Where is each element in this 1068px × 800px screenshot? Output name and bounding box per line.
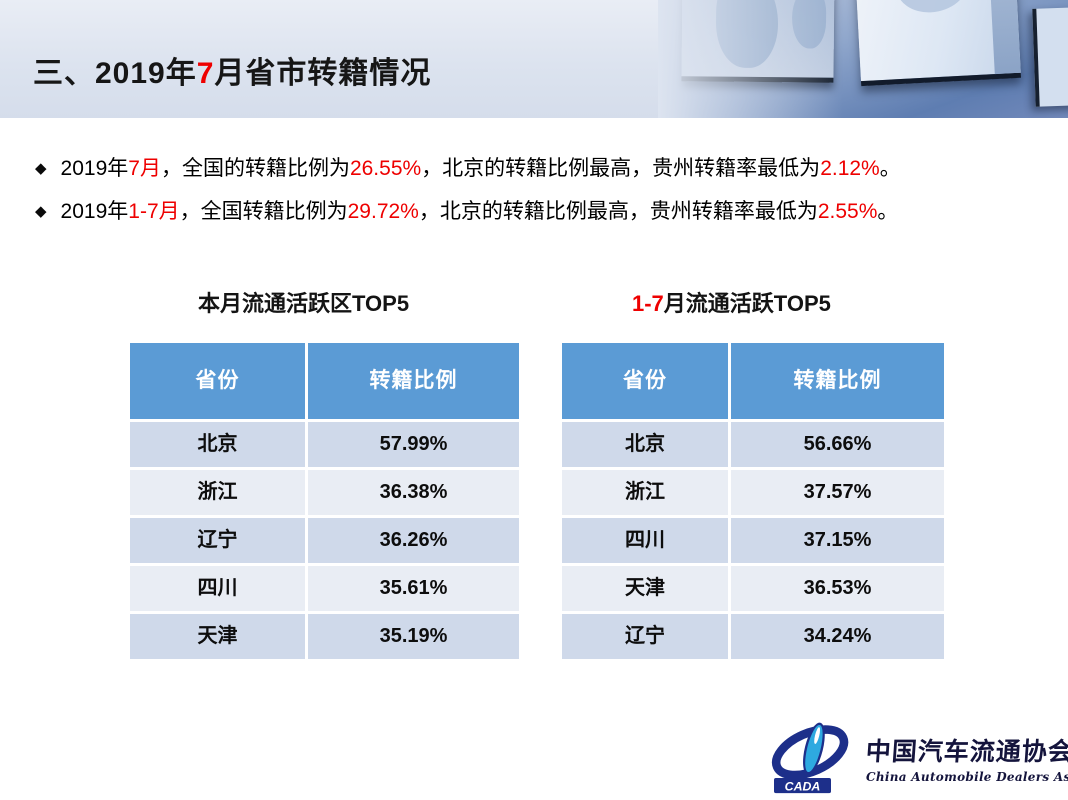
table-title-cumulative: 1-7月流通活跃TOP5	[632, 291, 831, 316]
table-row: 四川 35.61%	[130, 566, 519, 611]
ratio-cell: 36.26%	[308, 518, 519, 563]
table-row: 北京 56.66%	[562, 422, 944, 467]
province-cell: 北京	[130, 422, 305, 467]
province-cell: 辽宁	[562, 614, 728, 659]
cada-logo: CADA 中国汽车流通协会 China Automobile Dealers A…	[766, 720, 1068, 796]
ratio-cell: 57.99%	[308, 422, 519, 467]
header-banner	[0, 0, 1068, 118]
cubes-photo-decoration	[658, 0, 1068, 118]
province-cell: 浙江	[562, 470, 728, 515]
table-row: 天津 36.53%	[562, 566, 944, 611]
bullet-text: 2019年1-7月，全国转籍比例为29.72%，北京的转籍比例最高，贵州转籍率最…	[60, 200, 899, 223]
logo-name-en: China Automobile Dealers Association	[866, 770, 1068, 784]
column-header-province: 省份	[562, 343, 728, 419]
ratio-cell: 35.61%	[308, 566, 519, 611]
bullet-point-monthly: ◆ 2019年7月，全国的转籍比例为26.55%，北京的转籍比例最高，贵州转籍率最…	[35, 152, 901, 182]
ratio-cell: 34.24%	[731, 614, 944, 659]
table-row: 辽宁 34.24%	[562, 614, 944, 659]
top5-table-cumulative: 省份 转籍比例 北京 56.66% 浙江 37.57% 四川 37.15% 天津…	[562, 343, 944, 659]
cada-acronym: CADA	[785, 779, 821, 793]
column-header-ratio: 转籍比例	[731, 343, 944, 419]
table-header-row: 省份 转籍比例	[562, 343, 944, 419]
column-header-ratio: 转籍比例	[308, 343, 519, 419]
page-title: 三、2019年7月省市转籍情况	[33, 57, 432, 90]
table-title-monthly: 本月流通活跃区TOP5	[198, 291, 410, 316]
table-row: 四川 37.15%	[562, 518, 944, 563]
ratio-cell: 56.66%	[731, 422, 944, 467]
province-cell: 辽宁	[130, 518, 305, 563]
column-header-province: 省份	[130, 343, 305, 419]
logo-name-cn: 中国汽车流通协会	[864, 737, 1068, 766]
table-row: 北京 57.99%	[130, 422, 519, 467]
table-row: 天津 35.19%	[130, 614, 519, 659]
table-row: 辽宁 36.26%	[130, 518, 519, 563]
top5-table-monthly: 省份 转籍比例 北京 57.99% 浙江 36.38% 辽宁 36.26% 四川…	[130, 343, 519, 659]
photo-fade-overlay	[658, 0, 1068, 118]
province-cell: 浙江	[130, 470, 305, 515]
province-cell: 北京	[562, 422, 728, 467]
ratio-cell: 36.53%	[731, 566, 944, 611]
province-cell: 四川	[562, 518, 728, 563]
table-row: 浙江 37.57%	[562, 470, 944, 515]
ratio-cell: 37.57%	[731, 470, 944, 515]
table-header-row: 省份 转籍比例	[130, 343, 519, 419]
province-cell: 天津	[562, 566, 728, 611]
cada-logo-mark-icon: CADA	[771, 722, 849, 793]
ratio-cell: 35.19%	[308, 614, 519, 659]
ratio-cell: 36.38%	[308, 470, 519, 515]
diamond-bullet-icon: ◆	[35, 203, 47, 220]
table-row: 浙江 36.38%	[130, 470, 519, 515]
province-cell: 四川	[130, 566, 305, 611]
province-cell: 天津	[130, 614, 305, 659]
ratio-cell: 37.15%	[731, 518, 944, 563]
diamond-bullet-icon: ◆	[35, 160, 47, 177]
bullet-text: 2019年7月，全国的转籍比例为26.55%，北京的转籍比例最高，贵州转籍率最低…	[60, 157, 901, 180]
bullet-point-cumulative: ◆ 2019年1-7月，全国转籍比例为29.72%，北京的转籍比例最高，贵州转籍率…	[35, 195, 898, 225]
